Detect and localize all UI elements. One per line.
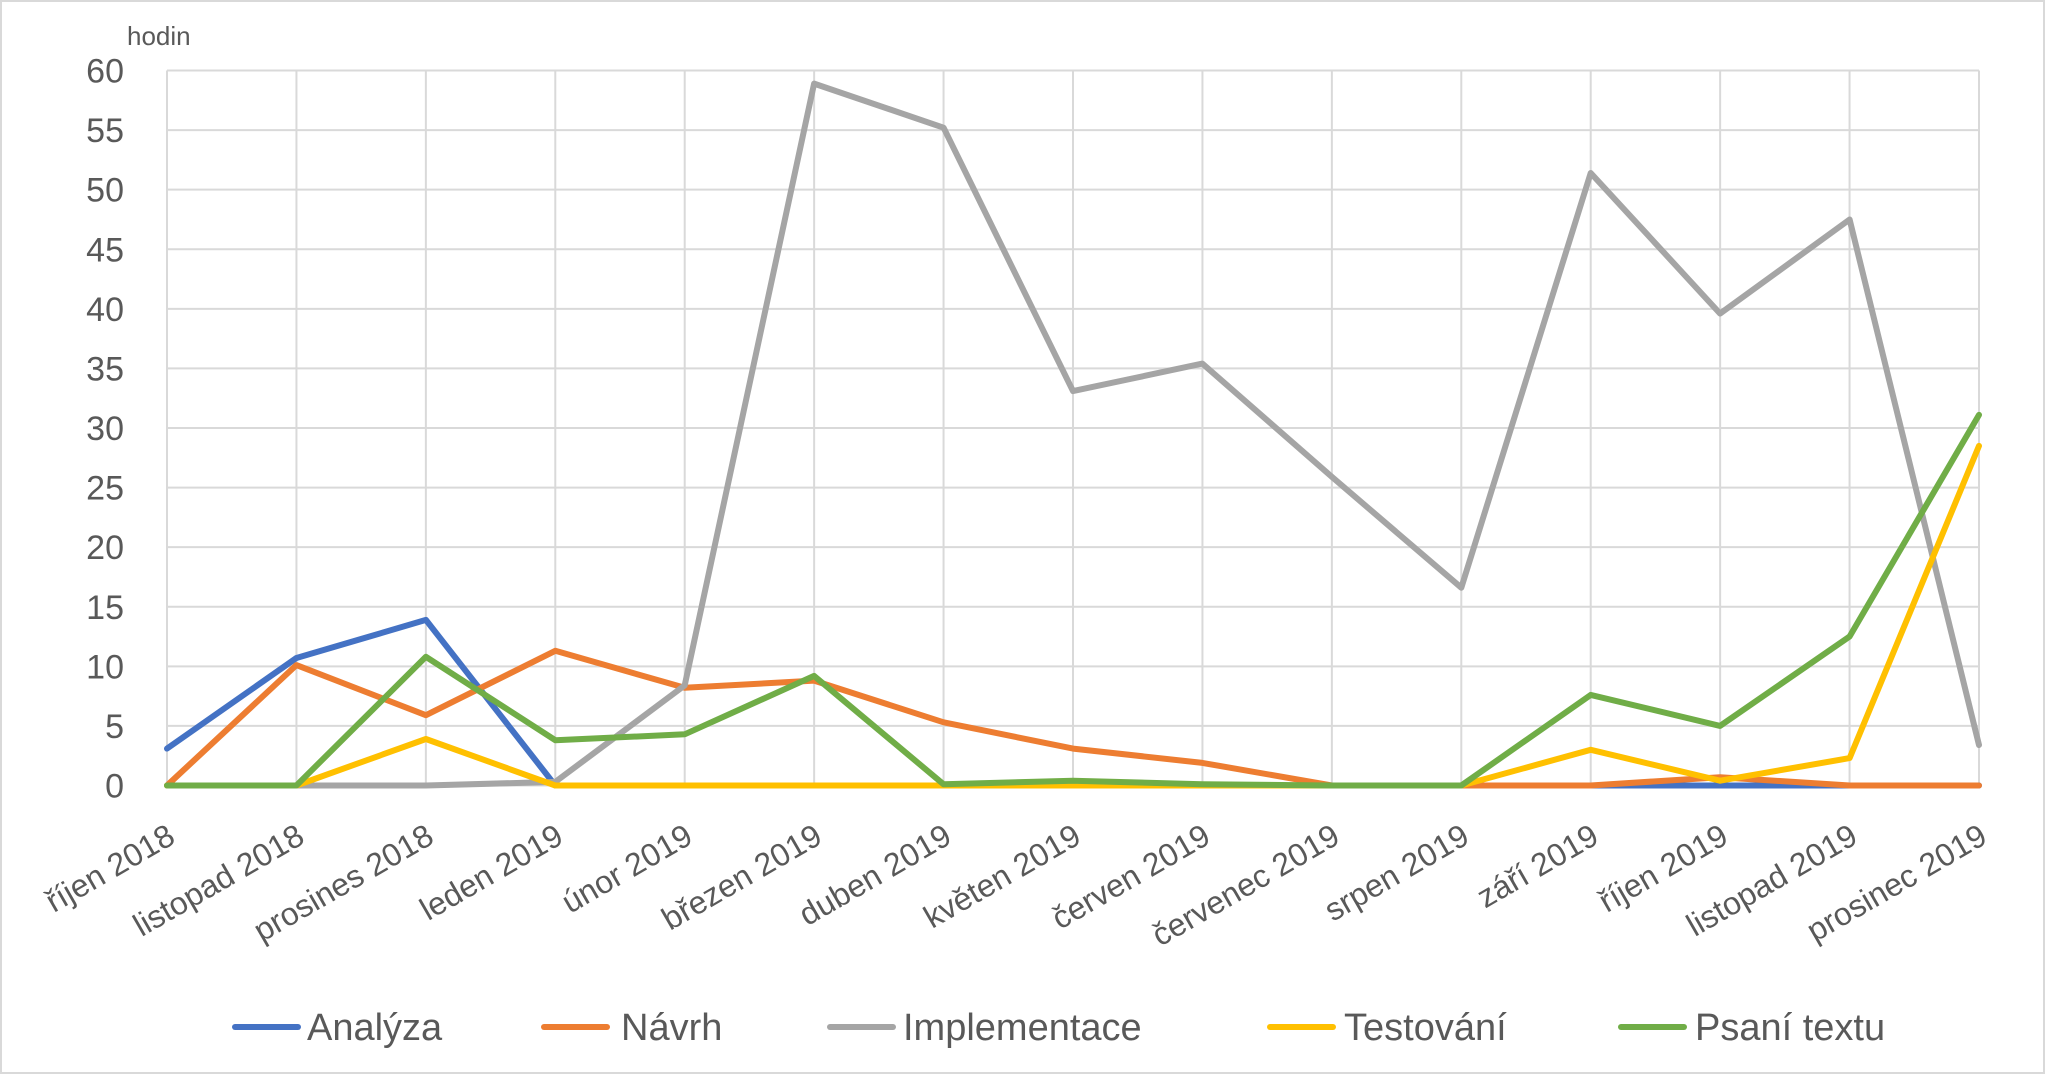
gridlines	[166, 69, 1980, 787]
y-axis-tick-labels: 0 5 10 15 20 25 30 35 40 45 50 55 60	[86, 53, 124, 806]
y-tick-label: 0	[105, 768, 124, 806]
y-tick-label: 40	[86, 291, 124, 329]
y-tick-label: 5	[105, 708, 124, 746]
legend-label-testovani: Testování	[1344, 1007, 1507, 1049]
series-line-implementace	[164, 80, 1982, 789]
y-axis-unit-label: hodin	[127, 21, 191, 51]
y-tick-label: 50	[86, 172, 124, 210]
legend-label-navrh: Návrh	[621, 1007, 722, 1049]
y-tick-label: 60	[86, 53, 124, 91]
series-line-testovani	[164, 442, 1982, 789]
y-tick-label: 35	[86, 350, 124, 388]
series-line-navrh	[164, 647, 1982, 789]
y-tick-label: 25	[86, 470, 124, 508]
y-tick-label: 10	[86, 648, 124, 686]
legend-label-analyza: Analýza	[307, 1007, 443, 1049]
series-line-psani-textu	[164, 411, 1982, 789]
y-tick-label: 15	[86, 589, 124, 627]
y-tick-label: 55	[86, 112, 124, 150]
legend: Analýza Návrh Implementace Testování Psaní t…	[232, 1007, 1885, 1049]
legend-label-implementace: Implementace	[903, 1007, 1142, 1049]
y-tick-label: 30	[86, 410, 124, 448]
y-tick-label: 20	[86, 529, 124, 567]
y-tick-label: 45	[86, 231, 124, 269]
legend-label-psani-textu: Psaní textu	[1695, 1007, 1885, 1049]
series-lines	[164, 80, 1982, 789]
